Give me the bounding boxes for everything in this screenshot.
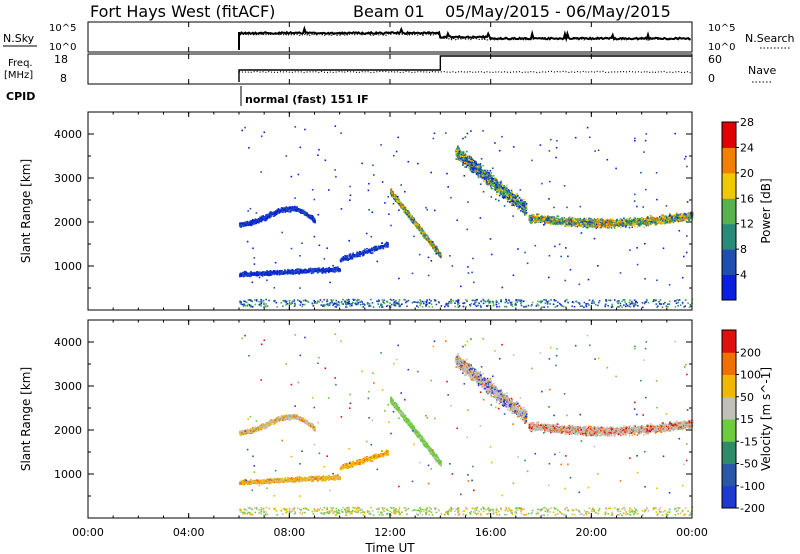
- x-tick-label: 16:00: [475, 526, 507, 539]
- cpid-row: CPID normal (fast) 151 IF: [6, 86, 369, 106]
- velocity-ylabel: Slant Range [km]: [19, 367, 33, 471]
- colorbar-segment: [722, 374, 736, 398]
- y-tick-label: 4000: [54, 336, 82, 349]
- freq-tick-top: 18: [54, 53, 68, 66]
- freq-unit: [MHz]: [4, 70, 33, 81]
- colorbar-segment: [722, 122, 736, 148]
- y-tick-label: 4000: [54, 128, 82, 141]
- colorbar-tick: 100: [740, 369, 761, 382]
- nsky-trace: [238, 25, 691, 50]
- x-tick-label: 12:00: [374, 526, 406, 539]
- x-tick-label: 00:00: [676, 526, 708, 539]
- colorbar-tick: -100: [740, 480, 765, 493]
- power-colorbar-label: Power [dB]: [759, 178, 773, 243]
- x-tick-label: 08:00: [273, 526, 305, 539]
- colorbar-segment: [722, 274, 736, 301]
- date-range: 05/May/2015 - 06/May/2015: [445, 2, 671, 21]
- velocity-scatter: [239, 333, 694, 517]
- colorbar-segment: [722, 396, 736, 420]
- nsky-label: N.Sky: [3, 32, 35, 45]
- colorbar-tick: 15: [740, 413, 754, 426]
- nave-tick-top: 60: [708, 53, 722, 66]
- nsearch-tick-top: 10^5: [708, 23, 735, 34]
- velocity-panel: 1000 2000 3000 4000 Slant Range [km] 200 100…: [19, 319, 773, 519]
- colorbar-tick: 4: [740, 269, 747, 282]
- y-tick-label: 1000: [54, 260, 82, 273]
- velocity-colorbar-label: Velocity [m s^-1]: [759, 367, 773, 471]
- x-tick-label: 00:00: [72, 526, 104, 539]
- nave-label: Nave: [748, 64, 776, 77]
- nsearch-tick-bottom: 10^0: [708, 42, 735, 53]
- colorbar-segment: [722, 441, 736, 464]
- colorbar-tick: 16: [740, 192, 754, 205]
- nsky-tick-top: 10^5: [49, 23, 76, 34]
- colorbar-segment: [722, 352, 736, 375]
- y-tick-label: 3000: [54, 380, 82, 393]
- power-ylabel: Slant Range [km]: [19, 159, 33, 263]
- colorbar-tick: 8: [740, 243, 747, 256]
- cpid-value: normal (fast) 151 IF: [245, 93, 369, 106]
- cpid-label: CPID: [6, 90, 35, 103]
- freq-tick-bottom: 8: [60, 72, 67, 85]
- beam-label: Beam 01: [353, 2, 425, 21]
- nsearch-label: N.Search: [745, 32, 795, 45]
- power-scatter: [239, 125, 694, 309]
- freq-label: Freq.: [8, 58, 33, 69]
- time-axis: 00:00 04:00 08:00 12:00 16:00 20:00 00:00: [72, 22, 708, 539]
- nave-tick-bottom: 0: [708, 72, 715, 85]
- colorbar-tick: -50: [740, 458, 758, 471]
- colorbar-segment: [722, 198, 736, 225]
- colorbar-tick: 12: [740, 218, 754, 231]
- y-tick-label: 2000: [54, 216, 82, 229]
- y-tick-label: 2000: [54, 424, 82, 437]
- y-tick-label: 3000: [54, 172, 82, 185]
- power-axis-ticks: 1000 2000 3000 4000: [54, 128, 692, 289]
- colorbar-tick: -15: [740, 435, 758, 448]
- colorbar-tick: 20: [740, 167, 754, 180]
- colorbar-segment: [722, 147, 736, 174]
- velocity-colorbar: 200 100 50 15 -15 -50 -100 -200: [721, 329, 765, 515]
- velocity-axis-ticks: 1000 2000 3000 4000: [54, 336, 692, 497]
- colorbar-tick: -200: [740, 502, 765, 515]
- x-tick-label: 20:00: [575, 526, 607, 539]
- colorbar-tick: 200: [740, 346, 761, 359]
- colorbar-segment: [722, 330, 736, 353]
- power-panel: 1000 2000 3000 4000 Slant Range [km] 4 8 12 16…: [19, 111, 773, 311]
- nave-trace: [238, 70, 693, 74]
- colorbar-tick: 28: [740, 116, 754, 129]
- colorbar-tick: 50: [740, 391, 754, 404]
- x-tick-label: 04:00: [173, 526, 205, 539]
- colorbar-tick: 24: [740, 141, 754, 154]
- freq-trace: [238, 55, 692, 82]
- time-axis-label: Time UT: [364, 541, 415, 554]
- colorbar-segment: [722, 249, 736, 276]
- colorbar-segment: [722, 223, 736, 250]
- nsky-strip: N.Sky 10^5 10^0 10^5 10^0 N.Search: [3, 21, 795, 53]
- power-colorbar: 4 8 12 16 20 24 28: [721, 116, 754, 301]
- plot-title: Fort Hays West (fitACF): [90, 2, 275, 21]
- colorbar-segment: [722, 419, 736, 442]
- nsky-tick-bottom: 10^0: [49, 42, 76, 53]
- y-tick-label: 1000: [54, 468, 82, 481]
- colorbar-segment: [722, 463, 736, 487]
- colorbar-segment: [722, 485, 736, 509]
- colorbar-segment: [722, 172, 736, 199]
